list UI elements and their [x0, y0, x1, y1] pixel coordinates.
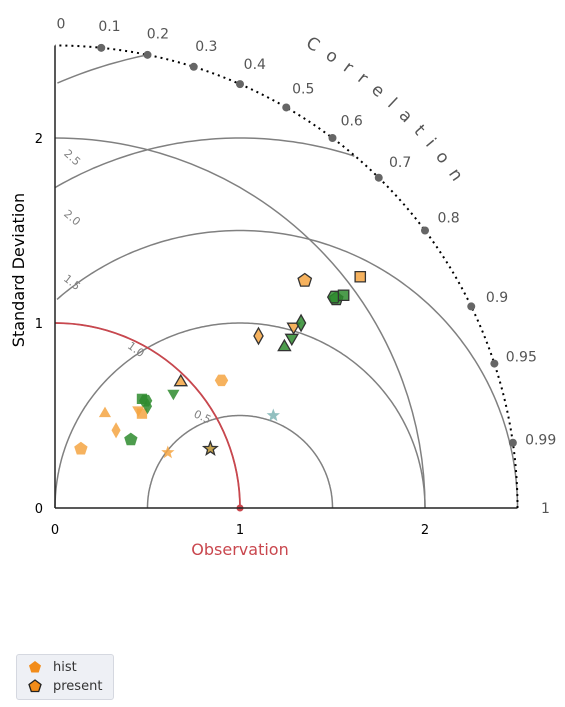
correlation-tick-label: 0.7: [389, 155, 411, 171]
correlation-tick: [97, 43, 106, 52]
correlation-tick: [490, 359, 499, 368]
legend-label-hist: hist: [53, 659, 77, 675]
correlation-label: Correlation: [302, 33, 473, 194]
grid-layer: 0.51.01.52.02.5: [54, 54, 519, 512]
correlation-tick-label: 0.1: [98, 19, 120, 35]
data-point-hist-triangle-down: [167, 389, 180, 401]
legend-label-present: present: [53, 678, 103, 694]
data-point-hist-square: [136, 408, 148, 419]
rms-contour: [146, 414, 334, 508]
data-point-present-triangle-down: [284, 333, 300, 347]
correlation-tick-label: 0.9: [486, 290, 508, 306]
y-axis-label: Standard Deviation: [9, 193, 28, 347]
correlation-tick-label: 0: [57, 17, 66, 33]
x-tick-label: 2: [421, 523, 429, 538]
correlation-arc: [54, 44, 519, 509]
x-tick-label: 1: [236, 523, 244, 538]
legend-item-hist: hist: [27, 658, 77, 676]
correlation-tick-label: 0.95: [506, 350, 537, 366]
data-point-hist-hexagon: [139, 394, 153, 407]
rms-label: 2.5: [61, 147, 83, 168]
rms-label: 2.0: [61, 207, 83, 228]
data-point-hist-hexagon: [214, 374, 229, 387]
rms-label: 0.5: [192, 407, 213, 426]
data-point-present-hexagon: [326, 290, 342, 304]
correlation-tick: [236, 80, 244, 89]
data-point-present-triangle-up: [277, 338, 292, 352]
correlation-tick-label: 0.99: [525, 433, 556, 449]
correlation-tick: [328, 134, 337, 142]
correlation-tick-label: 1: [541, 501, 550, 517]
points-layer: [74, 270, 367, 459]
rms-contour: [54, 322, 426, 508]
correlation-tick: [374, 173, 383, 182]
y-tick-label: 0: [35, 502, 43, 517]
data-point-present-triangle-down: [286, 322, 301, 336]
correlation-tick-label: 0.2: [147, 26, 169, 42]
x-tick-label: 0: [51, 523, 59, 538]
data-point-hist-star: [161, 445, 175, 459]
std-arc-2: [54, 137, 426, 509]
rms-label: 1.5: [61, 272, 83, 293]
data-point-present-square: [337, 289, 350, 302]
correlation-tick-label: 0.4: [244, 57, 266, 73]
y-tick-label: 1: [35, 317, 43, 332]
legend-item-present: present: [27, 677, 102, 695]
data-point-hist-star: [266, 408, 280, 422]
present-marker-icon: [28, 679, 42, 693]
correlation-tick: [467, 302, 476, 311]
hist-marker-icon: [29, 661, 41, 673]
rms-contour: [54, 137, 355, 189]
rms-contour: [57, 54, 144, 84]
data-point-hist-pentagon: [124, 432, 138, 446]
rms-contour: [56, 229, 519, 508]
correlation-tick-label: 0.3: [195, 39, 217, 55]
correlation-label-text: Correlation: [302, 33, 462, 194]
correlation-tick-label: 0.6: [341, 113, 363, 129]
observation-label: Observation: [191, 540, 288, 559]
data-point-present-pentagon: [297, 272, 313, 287]
legend: hist present: [16, 654, 114, 700]
data-point-present-square: [354, 270, 367, 283]
y-tick-label: 2: [35, 132, 43, 147]
data-point-hist-diamond: [111, 422, 121, 439]
data-point-hist-triangle-up: [98, 406, 111, 418]
correlation-tick: [282, 103, 291, 112]
observation-arc: [54, 322, 241, 509]
data-point-present-triangle-up: [173, 373, 189, 387]
correlation-tick: [421, 226, 429, 235]
correlation-tick-label: 0.8: [437, 210, 459, 226]
data-point-hist-pentagon: [74, 441, 88, 455]
data-point-present-diamond: [295, 313, 307, 333]
correlation-tick: [508, 438, 517, 447]
correlation-tick: [143, 50, 152, 59]
data-point-present-star: [201, 439, 219, 457]
correlation-tick-label: 0.5: [292, 81, 314, 97]
data-point-present-diamond: [253, 326, 264, 346]
correlation-tick: [189, 62, 198, 71]
